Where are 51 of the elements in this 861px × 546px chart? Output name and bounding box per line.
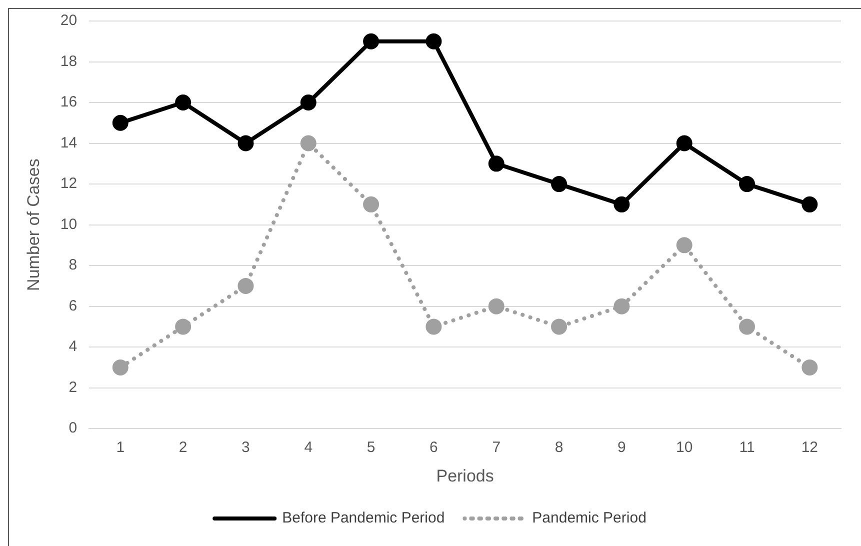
point: [488, 156, 504, 172]
point: [802, 359, 818, 376]
y-tick-label: 18: [60, 52, 78, 70]
x-tick-label: 8: [554, 439, 564, 456]
point: [739, 176, 756, 192]
point: [300, 135, 316, 152]
y-tick-label: 0: [68, 420, 78, 437]
point: [175, 94, 192, 111]
x-axis-title: Periods: [436, 466, 494, 486]
x-tick-label: 5: [366, 439, 376, 456]
point: [112, 114, 128, 131]
y-tick-label: 20: [60, 12, 78, 30]
x-tick-label: 9: [618, 439, 626, 456]
x-tick-label: 10: [676, 439, 693, 456]
y-axis-title: Number of Cases: [24, 158, 43, 291]
y-tick-label: 4: [68, 338, 78, 356]
x-tick-label: 3: [242, 439, 250, 456]
x-tick-label: 11: [739, 439, 755, 456]
point: [488, 298, 504, 314]
point: [112, 359, 128, 376]
point: [426, 318, 442, 335]
legend-label: Before Pandemic Period: [282, 510, 445, 527]
y-tick-label: 10: [60, 216, 78, 233]
x-tick-label: 6: [430, 439, 438, 456]
point: [238, 135, 254, 152]
point: [551, 318, 568, 335]
y-tick-label: 2: [68, 378, 78, 396]
y-tick-label: 16: [60, 94, 78, 111]
point: [426, 33, 442, 50]
y-tick-label: 8: [68, 256, 78, 274]
x-tick-label: 4: [304, 439, 313, 456]
x-tick-label: 2: [178, 439, 188, 456]
y-tick-label: 12: [60, 175, 78, 192]
point: [238, 278, 254, 294]
point: [175, 318, 192, 335]
point: [676, 237, 692, 254]
point: [551, 176, 568, 192]
x-tick-label: 12: [801, 439, 818, 456]
point: [363, 33, 380, 50]
point: [614, 298, 630, 314]
x-tick-label: 1: [116, 439, 125, 456]
point: [739, 318, 756, 335]
point: [363, 196, 380, 212]
point: [802, 196, 818, 212]
point: [300, 94, 316, 111]
x-tick-label: 7: [492, 439, 501, 456]
point: [614, 196, 630, 212]
point: [676, 135, 692, 152]
y-tick-label: 6: [68, 297, 78, 314]
y-tick-label: 14: [60, 134, 78, 152]
legend-label: Pandemic Period: [532, 510, 646, 527]
